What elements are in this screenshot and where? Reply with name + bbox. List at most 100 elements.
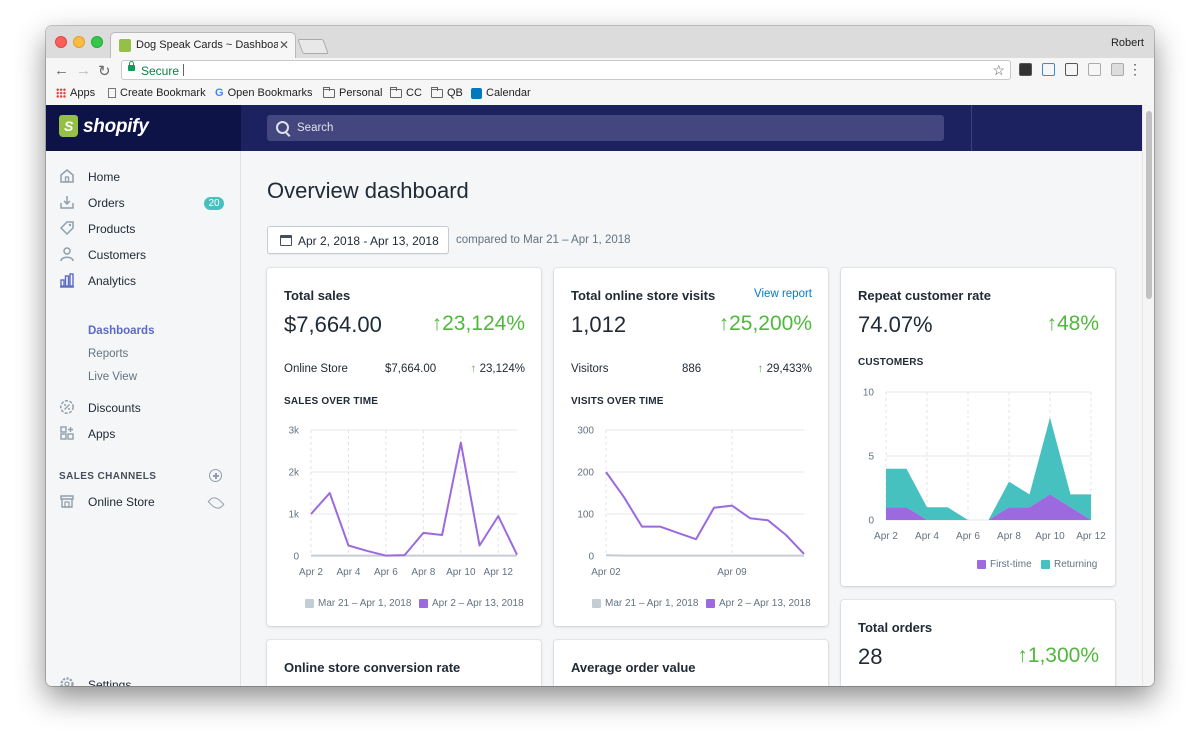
apps-grid-icon — [56, 88, 66, 98]
metric-value: $7,664.00 — [284, 312, 382, 337]
metric-change: ↑23,124% — [431, 312, 525, 335]
date-range-button[interactable]: Apr 2, 2018 - Apr 13, 2018 — [267, 226, 449, 254]
bookmark-star-icon[interactable]: ☆ — [992, 62, 1005, 78]
sidebar-item-customers[interactable]: Customers — [46, 243, 240, 267]
sidebar-subitem-live-view[interactable]: Live View — [88, 371, 138, 383]
bookmark-personal[interactable]: Personal — [323, 86, 383, 99]
bookmark-label: QB — [447, 87, 463, 99]
extension-icon-1[interactable] — [1019, 63, 1032, 76]
scrollbar-thumb[interactable] — [1146, 111, 1152, 299]
y-tick-label: 0 — [293, 552, 299, 563]
bookmark-calendar[interactable]: Calendar — [471, 87, 531, 99]
sidebar-item-home[interactable]: Home — [46, 165, 240, 189]
browser-toolbar: ← → ↻ Secure ☆ ⋮ — [46, 58, 1154, 84]
bar-chart-icon — [60, 273, 74, 288]
view-report-link[interactable]: View report — [754, 288, 812, 300]
y-tick-label: 10 — [863, 388, 875, 399]
up-arrow-icon: ↑ — [470, 363, 477, 375]
apps-icon — [60, 426, 74, 440]
breakdown-label: Visitors — [571, 363, 609, 375]
gear-icon — [60, 677, 74, 686]
x-tick-label: Apr 4 — [915, 531, 939, 542]
breakdown-label: Online Store — [284, 363, 348, 375]
search-input[interactable]: Search — [267, 115, 944, 141]
card-title: Total orders — [858, 620, 933, 635]
top-bar-divider — [971, 105, 972, 151]
chart-title: SALES OVER TIME — [284, 396, 379, 407]
extension-icon-4[interactable] — [1088, 63, 1101, 76]
metric-change: ↑1,300% — [1017, 644, 1099, 667]
brand-area[interactable]: S shopify — [46, 105, 241, 151]
metric-change: ↑48% — [1046, 312, 1099, 335]
x-tick-label: Apr 02 — [591, 567, 621, 578]
x-tick-label: Apr 10 — [446, 567, 476, 578]
close-window-button[interactable] — [55, 36, 67, 48]
extension-icon-3[interactable] — [1065, 63, 1078, 76]
forward-icon[interactable]: → — [76, 62, 91, 79]
back-icon[interactable]: ← — [54, 62, 69, 79]
average-order-value-card: Average order value — [554, 640, 828, 686]
extension-icon-2[interactable] — [1042, 63, 1055, 76]
legend-swatch — [706, 599, 715, 608]
minimize-window-button[interactable] — [73, 36, 85, 48]
series-line — [605, 471, 805, 555]
sidebar-subitem-reports[interactable]: Reports — [88, 348, 129, 360]
orders-count-badge: 20 — [204, 197, 224, 210]
sidebar-item-label: Customers — [88, 248, 147, 262]
bookmark-label: Calendar — [486, 87, 531, 99]
main-content: Overview dashboard Apr 2, 2018 - Apr 13,… — [241, 151, 1142, 686]
folder-icon — [390, 86, 402, 98]
legend-swatch — [1041, 560, 1050, 569]
customers-chart: 0 5 10 Apr 2 Apr 4 Apr 6 Apr 8 Apr 10 Apr 12 — [863, 388, 1106, 543]
sidebar-item-label: Apps — [88, 427, 116, 441]
sidebar-item-orders[interactable]: Orders 20 — [46, 191, 240, 215]
add-sales-channel-icon[interactable] — [209, 469, 222, 482]
bookmark-label: Personal — [339, 87, 383, 99]
page-scrollbar[interactable] — [1142, 105, 1154, 686]
legend-swatch — [592, 599, 601, 608]
bookmark-open[interactable]: G Open Bookmarks — [215, 87, 313, 99]
x-tick-label: Apr 12 — [1076, 531, 1106, 542]
browser-tab[interactable]: Dog Speak Cards ~ Dashboard ✕ — [110, 32, 296, 58]
browser-menu-icon[interactable]: ⋮ — [1128, 61, 1142, 77]
x-tick-label: Apr 2 — [874, 531, 898, 542]
sidebar-subitem-dashboards[interactable]: Dashboards — [88, 325, 155, 337]
sidebar-item-discounts[interactable]: Discounts — [46, 396, 240, 420]
google-icon: G — [215, 87, 224, 99]
online-store-visits-card: Total online store visits View report 1,… — [554, 268, 828, 626]
zoom-window-button[interactable] — [91, 36, 103, 48]
y-tick-label: 0 — [588, 552, 594, 563]
series-line — [310, 441, 518, 557]
reload-icon[interactable]: ↻ — [98, 63, 111, 80]
legend-swatch — [419, 599, 428, 608]
sidebar-item-settings[interactable]: Settings — [46, 673, 240, 686]
close-tab-icon[interactable]: ✕ — [278, 38, 289, 52]
sidebar-item-analytics[interactable]: Analytics — [46, 269, 240, 293]
x-tick-label: Apr 10 — [1035, 531, 1065, 542]
sidebar-item-products[interactable]: Products — [46, 217, 240, 241]
shopify-bag-icon: S — [59, 115, 78, 137]
bookmark-cc[interactable]: CC — [390, 86, 422, 99]
metric-change: ↑25,200% — [718, 312, 812, 335]
sidebar-item-apps[interactable]: Apps — [46, 422, 240, 446]
breakdown-value: 886 — [682, 363, 702, 375]
legend-item-returning: Returning — [1041, 559, 1097, 570]
new-tab-button[interactable] — [297, 39, 329, 54]
extension-icon-5[interactable] — [1111, 63, 1124, 76]
browser-window: Dog Speak Cards ~ Dashboard ✕ Robert ← →… — [46, 26, 1154, 686]
bookmark-apps[interactable]: Apps — [56, 87, 95, 99]
orders-icon — [60, 196, 74, 209]
card-title: Online store conversion rate — [284, 660, 461, 675]
sidebar-item-label: Products — [88, 222, 136, 236]
metric-value: 1,012 — [571, 312, 627, 337]
y-tick-label: 0 — [868, 516, 874, 527]
legend-label: Mar 21 – Apr 1, 2018 — [605, 598, 699, 609]
profile-name[interactable]: Robert — [1110, 37, 1144, 49]
bookmark-qb[interactable]: QB — [431, 86, 463, 99]
address-bar[interactable]: Secure ☆ — [121, 60, 1011, 80]
tab-title: Dog Speak Cards ~ Dashboard — [136, 39, 278, 51]
bookmark-create[interactable]: Create Bookmark — [108, 87, 206, 99]
sidebar-item-label: Home — [88, 170, 121, 184]
sidebar-item-online-store[interactable]: Online Store — [46, 490, 240, 514]
chart-title: VISITS OVER TIME — [571, 396, 664, 407]
